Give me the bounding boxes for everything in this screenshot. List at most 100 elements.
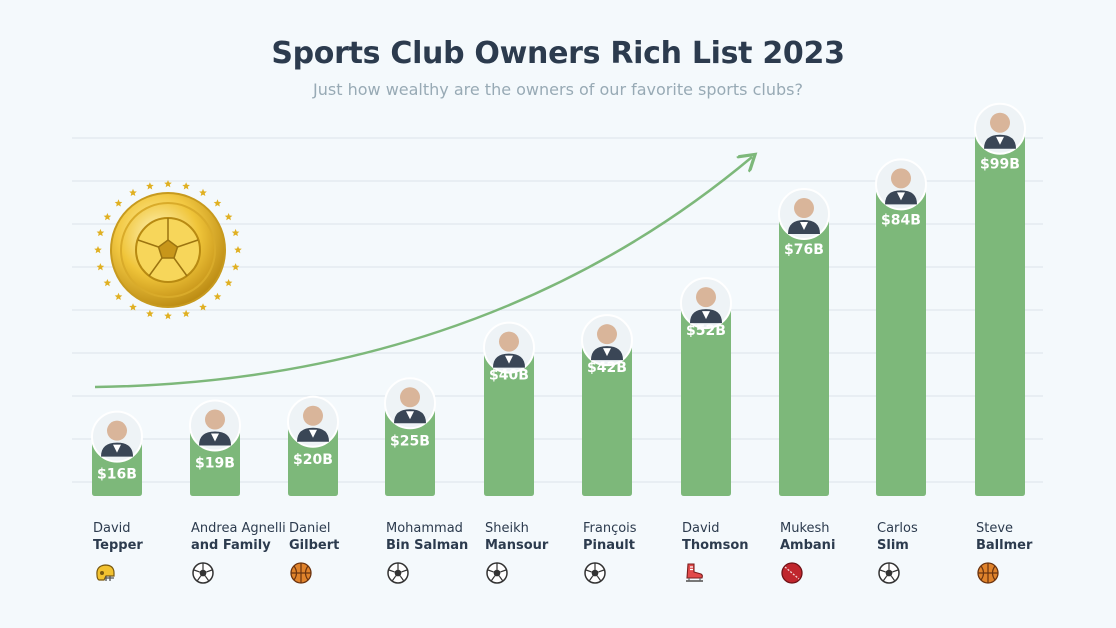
owner-first-name: Sheikh <box>485 521 529 536</box>
owner-avatar <box>91 410 143 463</box>
owner-avatar <box>875 158 927 211</box>
bar-value-label: $52B <box>686 323 726 339</box>
bar-group: $25B <box>384 377 436 496</box>
star-icon <box>96 228 105 237</box>
bar-value-label: $40B <box>489 368 529 384</box>
bar-group: $19B <box>189 399 241 496</box>
bar-value-label: $42B <box>587 360 627 376</box>
star-icon <box>129 188 137 197</box>
owner-last-name: Gilbert <box>289 538 340 553</box>
star-icon <box>164 312 172 320</box>
bar-value-label: $16B <box>97 467 137 483</box>
bar-group: $76B <box>778 188 830 497</box>
owner-avatar <box>287 395 339 448</box>
owner-avatar <box>581 314 633 367</box>
owner-first-name: Mukesh <box>780 521 830 536</box>
owner-name-label: David Tepper <box>93 520 189 554</box>
owner-first-name: Mohammad <box>386 521 463 536</box>
owner-last-name: Slim <box>877 538 909 553</box>
owner-name-label: Andrea Agnelli and Family <box>191 520 287 554</box>
owner-name-label: Carlos Slim <box>877 520 973 554</box>
chart-title: Sports Club Owners Rich List 2023 <box>271 36 845 71</box>
owner-avatar <box>483 321 535 374</box>
owner-name-label: François Pinault <box>583 520 679 554</box>
owner-last-name: Mansour <box>485 538 549 553</box>
star-icon <box>224 213 233 221</box>
bar <box>975 128 1025 496</box>
owner-first-name: Steve <box>976 521 1014 536</box>
bar-group: $42B <box>581 314 633 496</box>
gold-soccer-coin-icon <box>94 180 242 320</box>
bar <box>681 303 731 496</box>
owner-avatar <box>974 102 1026 155</box>
owner-first-name: Daniel <box>289 521 331 536</box>
soccer-ball-icon <box>486 562 508 584</box>
chart-subtitle: Just how wealthy are the owners of our f… <box>313 80 803 99</box>
star-icon <box>213 199 222 207</box>
star-icon <box>231 263 240 271</box>
star-icon <box>94 246 102 254</box>
star-icon <box>213 292 222 300</box>
bar-value-label: $84B <box>881 212 921 228</box>
owner-avatar <box>680 277 732 330</box>
star-icon <box>231 228 240 237</box>
basketball-icon <box>290 562 312 584</box>
star-icon <box>129 303 137 311</box>
american-football-helmet-icon <box>96 564 115 581</box>
owner-first-name: David <box>93 521 131 536</box>
soccer-ball-icon <box>878 562 900 584</box>
owner-first-name: David <box>682 521 720 536</box>
bars: $16B $19B $20B $25B $40B $42B $52B $76B $84B $99B <box>91 102 1026 497</box>
star-icon <box>224 279 233 287</box>
star-icon <box>182 309 190 318</box>
star-icon <box>103 279 112 287</box>
bar-group: $52B <box>680 277 732 496</box>
bar-group: $20B <box>287 395 339 496</box>
owner-name-label: Steve Ballmer <box>976 520 1072 554</box>
bar <box>484 347 534 496</box>
owner-avatar <box>189 399 241 452</box>
star-icon <box>103 213 112 221</box>
bar-group: $40B <box>483 321 535 496</box>
basketball-icon <box>977 562 999 584</box>
bar <box>876 184 926 497</box>
growth-arrow <box>94 157 752 389</box>
owner-last-name: Pinault <box>583 538 635 553</box>
owner-name-label: Mukesh Ambani <box>780 520 876 554</box>
owner-last-name: and Family <box>191 538 271 553</box>
owner-avatar <box>778 188 830 241</box>
bar <box>385 403 435 496</box>
star-icon <box>146 309 154 318</box>
star-icon <box>96 263 105 271</box>
star-icon <box>234 246 242 254</box>
owner-first-name: Andrea Agnelli <box>191 521 286 536</box>
bar-value-label: $76B <box>784 242 824 258</box>
bar-group: $99B <box>974 102 1026 496</box>
bar-group: $16B <box>91 410 143 496</box>
bar-value-label: $99B <box>980 157 1020 173</box>
owner-avatar <box>384 377 436 430</box>
bar-value-label: $20B <box>293 452 333 468</box>
bar-value-label: $19B <box>195 456 235 472</box>
owner-last-name: Thomson <box>682 538 749 553</box>
owner-last-name: Tepper <box>93 538 143 553</box>
star-icon <box>114 199 123 207</box>
hockey-skate-icon <box>686 563 703 582</box>
owner-name-label: Mohammad Bin Salman <box>386 520 482 554</box>
cricket-ball-icon <box>781 562 803 584</box>
bar <box>582 340 632 496</box>
star-icon <box>199 303 207 311</box>
star-icon <box>164 180 172 188</box>
owner-last-name: Bin Salman <box>386 538 469 553</box>
owner-name-label: Daniel Gilbert <box>289 520 385 554</box>
star-icon <box>114 292 123 300</box>
owner-first-name: Carlos <box>877 521 918 536</box>
star-icon <box>182 182 190 190</box>
bar-value-label: $25B <box>390 433 430 449</box>
owner-last-name: Ambani <box>780 538 836 553</box>
owner-name-label: David Thomson <box>682 520 778 554</box>
bar <box>779 214 829 497</box>
soccer-ball-icon <box>387 562 409 584</box>
soccer-ball-icon <box>192 562 214 584</box>
